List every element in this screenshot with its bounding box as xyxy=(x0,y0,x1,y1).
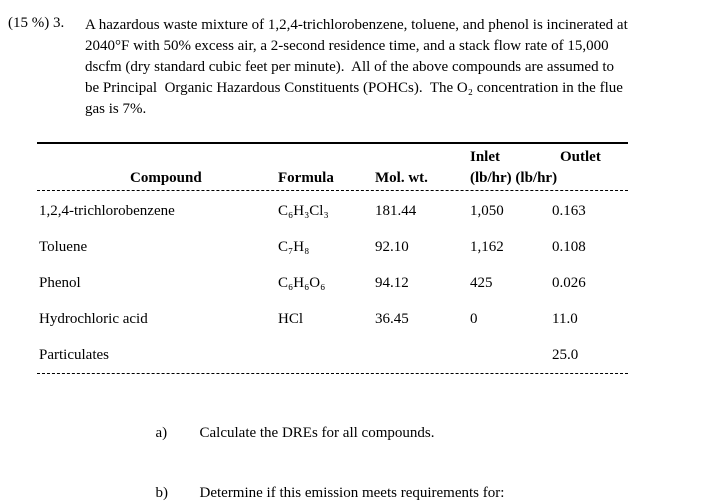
problem-text-line: A hazardous waste mixture of 1,2,4-trich… xyxy=(85,17,628,33)
cell-formula: C₆H₃Cl₃ xyxy=(278,203,329,219)
table-body: 1,2,4-trichlorobenzene C₆H₃Cl₃ 181.44 1,… xyxy=(37,191,628,374)
question-item-a: a) Calculate the DREs for all compounds. xyxy=(133,403,703,463)
question-label: a) xyxy=(155,425,168,441)
cell-formula xyxy=(278,345,375,366)
cell-outlet: 0.108 xyxy=(552,239,586,255)
header-mol-wt: Mol. wt. xyxy=(375,170,428,186)
cell-mol-wt: 36.45 xyxy=(375,311,409,327)
cell-mol-wt: 92.10 xyxy=(375,239,409,255)
question-text: Calculate the DREs for all compounds. xyxy=(199,425,435,441)
header-spacer xyxy=(375,147,470,168)
cell-compound: Particulates xyxy=(39,347,109,363)
cell-formula: C₇H₈ xyxy=(278,239,310,255)
table-row: 1,2,4-trichlorobenzene C₆H₃Cl₃ 181.44 1,… xyxy=(37,201,628,237)
cell-outlet: 11.0 xyxy=(552,311,578,327)
table-row: Phenol C₆H₆O₆ 94.12 425 0.026 xyxy=(37,273,628,309)
table-row: Toluene C₇H₈ 92.10 1,162 0.108 xyxy=(37,237,628,273)
problem-text-line: 2040°F with 50% excess air, a 2-second r… xyxy=(85,38,609,54)
cell-mol-wt: 94.12 xyxy=(375,275,409,291)
cell-inlet: 0 xyxy=(470,311,478,327)
table-header: Inlet Outlet Compound Formula Mol. wt. (… xyxy=(37,142,628,191)
header-compound: Compound xyxy=(130,170,202,186)
question-label: b) xyxy=(155,485,169,501)
table-header-row-units-top: Inlet Outlet xyxy=(37,147,628,168)
header-units: (lb/hr) (lb/hr) xyxy=(470,170,558,186)
cell-inlet: 1,050 xyxy=(470,203,504,219)
question-item-b: b) Determine if this emission meets requi… xyxy=(133,463,703,503)
problem-statement: (15 %) 3. A hazardous waste mixture of 1… xyxy=(0,0,703,120)
table-row: Hydrochloric acid HCl 36.45 0 11.0 xyxy=(37,309,628,345)
cell-outlet: 25.0 xyxy=(552,347,579,363)
header-inlet: Inlet xyxy=(470,149,500,165)
cell-formula: HCl xyxy=(278,311,304,327)
header-spacer xyxy=(278,147,375,168)
cell-outlet: 0.026 xyxy=(552,275,586,291)
question-text: Determine if this emission meets require… xyxy=(199,485,505,501)
cell-mol-wt xyxy=(375,345,470,366)
problem-number: (15 %) 3. xyxy=(8,15,65,31)
table-row: Particulates 25.0 xyxy=(37,345,628,366)
header-outlet: Outlet xyxy=(560,149,601,165)
cell-mol-wt: 181.44 xyxy=(375,203,417,219)
cell-inlet: 1,162 xyxy=(470,239,504,255)
cell-formula: C₆H₆O₆ xyxy=(278,275,326,291)
question-list: a) Calculate the DREs for all compounds. … xyxy=(133,403,703,503)
cell-compound: Toluene xyxy=(39,239,88,255)
cell-compound: Phenol xyxy=(39,275,81,291)
problem-text-line: be Principal Organic Hazardous Constitue… xyxy=(85,80,623,96)
problem-text-line: gas is 7%. xyxy=(85,101,147,117)
cell-inlet: 425 xyxy=(470,275,493,291)
cell-inlet xyxy=(470,345,552,366)
table-header-row-labels: Compound Formula Mol. wt. (lb/hr) (lb/hr… xyxy=(37,168,628,189)
cell-compound: Hydrochloric acid xyxy=(39,311,148,327)
compound-table: Inlet Outlet Compound Formula Mol. wt. (… xyxy=(37,142,628,374)
header-formula: Formula xyxy=(278,170,334,186)
problem-text-line: dscfm (dry standard cubic feet per minut… xyxy=(85,59,615,75)
header-spacer xyxy=(37,147,278,168)
cell-compound: 1,2,4-trichlorobenzene xyxy=(39,203,175,219)
cell-outlet: 0.163 xyxy=(552,203,586,219)
